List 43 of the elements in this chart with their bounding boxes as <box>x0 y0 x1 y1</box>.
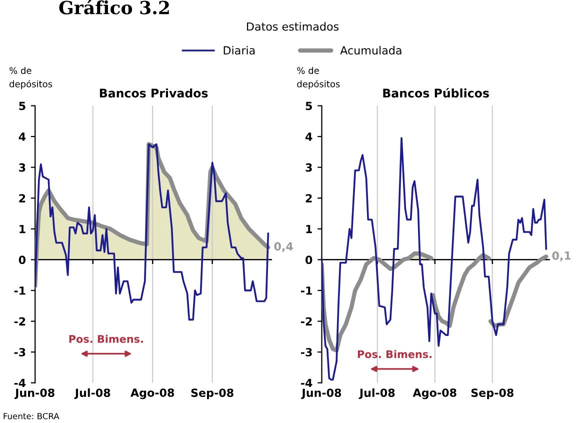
y-tick-label: 5 <box>19 102 26 110</box>
y-tick-label: 4 <box>305 132 312 141</box>
y-tick-label: -3 <box>14 348 26 356</box>
y-tick-label: 1 <box>306 225 312 234</box>
y-tick-label: 3 <box>19 163 26 172</box>
x-tick-label: Ago-08 <box>412 388 456 400</box>
y-tick-label: -1 <box>14 286 26 295</box>
text: Gráfico 3.2 <box>59 0 169 14</box>
y-tick-label: -3 <box>300 348 312 356</box>
y-tick-label: 0 <box>18 256 26 264</box>
y-axis-title: % de depósitos <box>10 66 52 90</box>
y-tick-label: 2 <box>306 194 312 202</box>
y-tick-label: -2 <box>14 317 26 326</box>
line-series <box>322 137 548 381</box>
y-tick-label: 3 <box>306 163 312 172</box>
chart-subtitle: Datos estimados <box>247 22 339 31</box>
source-note: Fuente: BCRA <box>4 412 60 420</box>
y-tick-label: 4 <box>18 132 26 141</box>
chart-title: Bancos Privados <box>100 88 208 98</box>
y-tick-label: 1 <box>20 225 26 234</box>
annotation: 0,1 <box>552 251 571 262</box>
line-series <box>35 143 270 321</box>
y-tick-label: 2 <box>19 194 26 202</box>
annotation: Pos. Bimens. <box>69 334 143 343</box>
x-tick-label: Jul-08 <box>74 388 110 400</box>
legend-label: Diaria <box>224 46 255 55</box>
x-tick-label: Sep-08 <box>191 388 234 400</box>
x-tick-label: Jul-08 <box>358 388 395 400</box>
x-tick-label: Jun-08 <box>301 388 342 400</box>
y-tick-label: -1 <box>300 286 312 295</box>
chart-title: Bancos Públicos <box>383 88 489 98</box>
annotation: Pos. Bimens. <box>358 350 432 358</box>
y-tick-label: 0 <box>306 256 312 264</box>
y-tick-label: -4 <box>300 378 312 388</box>
annotation: 0,4 <box>274 242 293 252</box>
x-tick-label: Jun-08 <box>14 388 54 400</box>
x-tick-label: Sep-08 <box>471 388 514 400</box>
y-tick-label: -2 <box>300 317 312 326</box>
y-tick-label: -4 <box>14 378 26 388</box>
y-tick-label: 5 <box>306 102 312 110</box>
legend-label: Acumulada <box>340 46 402 55</box>
y-axis-title: % de depósitos <box>297 66 340 90</box>
x-tick-label: Ago-08 <box>130 388 174 400</box>
